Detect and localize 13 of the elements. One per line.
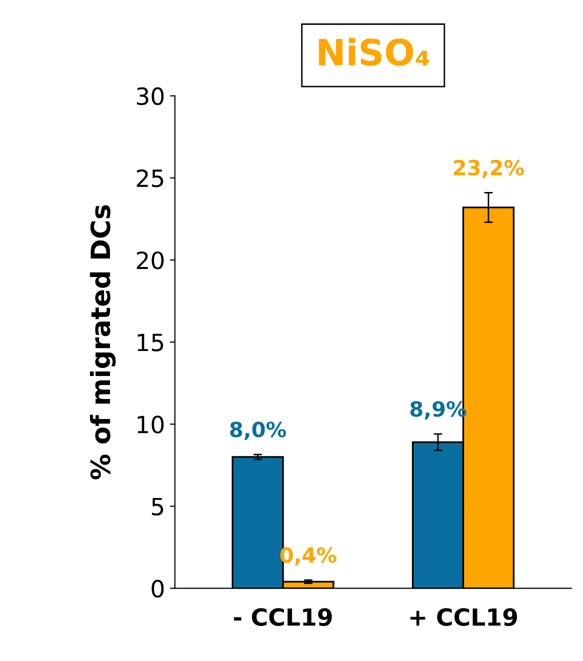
y-tick-label: 0	[152, 580, 164, 598]
y-tick-label: 30	[136, 87, 164, 106]
data-label: 23,2%	[454, 160, 524, 178]
y-tick-label: 25	[136, 169, 164, 188]
y-axis-title: % of migrated DCs	[90, 205, 116, 480]
chart-title: NiSO₄	[318, 38, 430, 66]
y-tick-label: 20	[136, 251, 164, 270]
data-label: 8,0%	[230, 422, 286, 440]
y-tick-label: 15	[138, 334, 164, 352]
y-tick-label: 5	[152, 498, 164, 516]
x-tick-label: + CCL19	[410, 608, 517, 626]
x-tick-label: - CCL19	[234, 608, 332, 626]
y-tick-label: 10	[138, 416, 164, 434]
